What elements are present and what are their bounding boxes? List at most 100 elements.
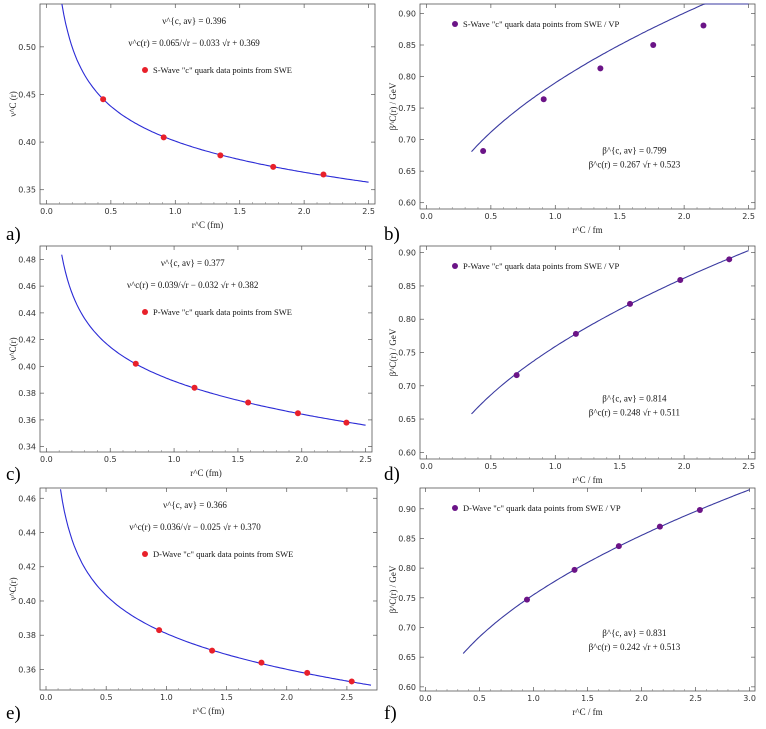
data-point [343,419,350,426]
data-point [700,22,707,29]
panel-e: 0.0 0.5 1.0 1.5 2.0 2.5 0.36 0.38 0.40 0.42 0.44 0.… [6,487,378,724]
annotation-average: β^{c, av} = 0.799 [602,146,667,156]
y-tick-label: 0.90 [398,9,416,18]
plot-frame [39,487,378,691]
x-tick-label: 0.0 [419,694,432,703]
x-tick-label: 1.0 [549,462,562,471]
x-axis-label: r^C (fm) [193,706,224,716]
y-tick-label: 0.85 [398,282,416,291]
data-point [270,163,277,170]
x-tick-label: 2.5 [742,212,755,221]
y-tick-label: 0.70 [398,136,416,145]
y-tick-label: 0.80 [398,73,416,82]
data-point [572,330,579,337]
y-tick-label: 0.80 [398,564,416,573]
x-tick-label: 2.0 [678,212,691,221]
data-point [656,523,663,530]
data-point [571,566,578,573]
legend-label: S-Wave "c" quark data points from SWE / … [463,19,620,29]
x-axis-label: r^C / fm [572,225,602,235]
data-point [650,42,657,48]
data-point [191,384,198,391]
annotation-average: ν^{c, av} = 0.396 [162,16,226,26]
panel-b: 0.0 0.5 1.0 1.5 2.0 2.5 0.60 0.65 0.70 0.75 0.80 0.… [384,3,756,245]
y-tick-label: 0.44 [18,309,36,318]
y-tick-label: 0.70 [398,382,416,391]
y-axis-label: ν^C(r) [8,577,18,600]
x-axis-label: r^C (fm) [192,220,223,230]
y-tick-label: 0.38 [18,631,36,640]
legend-label: D-Wave "c" quark data points from SWE [153,549,293,559]
y-tick-label: 0.46 [18,282,36,291]
x-tick-label: 0.5 [104,455,117,464]
annotation-fit-equation: β^c(r) = 0.248 √r + 0.511 [589,407,680,417]
annotation-fit-equation: β^c(r) = 0.242 √r + 0.513 [589,642,681,652]
panel-label: b) [384,224,400,245]
y-axis-label: ν^C(r) [8,337,18,360]
data-point [160,134,167,141]
panel-label: f) [384,703,397,724]
annotation-average: ν^{c, av} = 0.366 [163,500,227,510]
x-axis-label: r^C / fm [572,475,602,485]
plot-frame [419,245,756,460]
x-tick-label: 1.5 [613,212,626,221]
data-point [217,152,224,159]
x-tick-label: 2.5 [341,693,354,702]
y-tick-label: 0.42 [18,336,36,345]
data-point [513,372,520,379]
y-tick-label: 0.65 [398,167,416,176]
fit-curve [471,3,749,152]
x-tick-label: 1.5 [233,207,246,216]
y-tick-label: 0.85 [398,534,416,543]
fit-curve [61,3,369,183]
x-tick-label: 0.5 [104,207,117,216]
y-tick-label: 0.85 [398,41,416,50]
y-tick-label: 0.45 [18,90,36,99]
plot-frame [419,3,756,210]
x-tick-label: 2.0 [635,694,648,703]
x-axis-label: r^C (fm) [190,468,221,478]
data-point [245,399,252,406]
annotation-average: β^{c, av} = 0.831 [602,628,666,638]
x-tick-label: 0.5 [100,693,113,702]
data-point [627,300,634,307]
fit-curve [61,254,366,426]
annotation-fit-equation: ν^c(r) = 0.036/√r − 0.025 √r + 0.370 [129,522,261,532]
y-tick-label: 0.80 [398,315,416,324]
y-tick-label: 0.35 [18,186,36,195]
panel-c: 0.0 0.5 1.0 1.5 2.0 2.5 0.34 0.36 0.38 0.40 0.42 0.… [6,245,373,485]
y-axis-label: β^C(r) / GeV [388,565,398,613]
annotation-average: ν^{c, av} = 0.377 [161,258,225,268]
data-point [209,647,216,654]
x-tick-label: 1.0 [168,455,181,464]
x-tick-label: 1.0 [169,207,182,216]
x-tick-label: 1.0 [160,693,173,702]
x-tick-label: 2.5 [362,207,375,216]
x-tick-label: 0.0 [40,693,53,702]
legend-marker [142,551,148,557]
x-tick-label: 0.5 [484,212,497,221]
y-tick-label: 0.40 [18,362,36,371]
data-point [132,360,139,367]
panel-d: 0.0 0.5 1.0 1.5 2.0 2.5 0.60 0.65 0.70 0.75 0.80 0.… [384,245,756,485]
data-point [258,659,265,666]
legend-label: P-Wave "c" quark data points from SWE [153,307,292,317]
data-point [294,410,301,417]
data-point [540,96,547,103]
y-tick-label: 0.36 [18,665,36,674]
panel-label: e) [6,703,21,724]
y-tick-label: 0.60 [398,199,416,208]
plot-frame [39,245,373,453]
y-tick-label: 0.34 [18,443,36,452]
y-tick-label: 0.42 [18,563,36,572]
x-tick-label: 1.5 [613,462,626,471]
x-tick-label: 1.5 [220,693,233,702]
x-tick-label: 2.0 [280,693,293,702]
y-tick-label: 0.50 [18,43,36,52]
x-tick-label: 2.5 [742,462,755,471]
data-point [523,596,530,603]
x-tick-label: 2.5 [359,455,372,464]
y-tick-label: 0.90 [398,249,416,258]
data-point [156,627,163,634]
legend-marker [452,21,458,27]
